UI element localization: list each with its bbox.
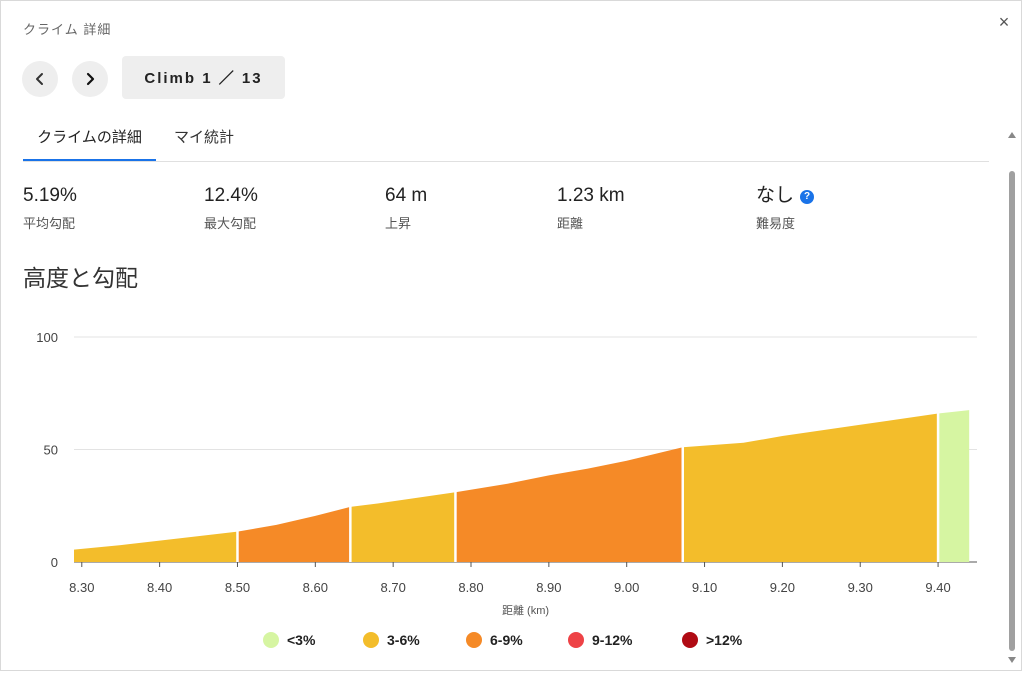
- chevron-left-icon: [36, 73, 43, 85]
- close-button[interactable]: ×: [998, 12, 1010, 32]
- stat-label: 上昇: [385, 216, 412, 231]
- dialog-title: クライム 詳細: [23, 22, 112, 37]
- grade-segment: [938, 410, 970, 562]
- legend-swatch: [568, 632, 584, 648]
- legend-label: >12%: [706, 632, 743, 648]
- stat-max-grade: 12.4% 最大勾配: [204, 185, 258, 232]
- legend-item: <3%: [263, 632, 315, 648]
- x-tick-label: 9.10: [692, 580, 717, 595]
- section-title: 高度と勾配: [23, 265, 138, 291]
- legend-swatch: [682, 632, 698, 648]
- stat-value: 12.4%: [204, 185, 258, 206]
- previous-climb-button[interactable]: [22, 61, 58, 97]
- x-tick-label: 8.30: [69, 580, 94, 595]
- legend-item: 6-9%: [466, 632, 523, 648]
- tab-my-stats[interactable]: マイ統計: [173, 129, 234, 146]
- y-tick-label: 50: [44, 443, 58, 458]
- stat-label: 最大勾配: [204, 216, 257, 231]
- scroll-up-arrow-icon[interactable]: [1008, 132, 1016, 138]
- tab-bar: クライムの詳細 マイ統計: [23, 119, 989, 162]
- chevron-right-icon: [86, 72, 95, 86]
- vertical-scrollbar[interactable]: [1006, 127, 1018, 667]
- legend-item: >12%: [682, 632, 742, 648]
- stat-label: 平均勾配: [23, 216, 76, 231]
- elevation-grade-chart: 0 50 100 8.30 8.40 8.50 8.60 8.70 8.80 8.90 9.00 9.…: [36, 330, 977, 617]
- stat-value: なし: [756, 185, 795, 206]
- legend-label: 9-12%: [592, 632, 633, 648]
- legend-label: 3-6%: [387, 632, 420, 648]
- legend-item: 3-6%: [363, 632, 420, 648]
- y-tick-label: 100: [36, 330, 58, 345]
- help-icon[interactable]: ?: [800, 190, 815, 204]
- legend-swatch: [466, 632, 482, 648]
- legend-swatch: [263, 632, 279, 648]
- x-tick-label: 9.20: [770, 580, 795, 595]
- grade-segment: [350, 492, 456, 562]
- grade-segment: [682, 413, 939, 562]
- legend-item: 9-12%: [568, 632, 632, 648]
- tab-climb-details[interactable]: クライムの詳細: [23, 119, 156, 161]
- grade-segment: [455, 447, 683, 562]
- stat-value: 1.23 km: [557, 185, 625, 206]
- x-tick-label: 8.60: [303, 580, 328, 595]
- legend-label: 6-9%: [490, 632, 523, 648]
- stat-difficulty: なし? 難易度: [756, 185, 815, 232]
- x-tick-label: 9.30: [848, 580, 873, 595]
- next-climb-button[interactable]: [72, 61, 108, 97]
- grade-segment: [237, 506, 351, 562]
- x-tick-label: 9.00: [614, 580, 639, 595]
- x-tick-label: 8.80: [458, 580, 483, 595]
- grade-segment: [74, 531, 238, 562]
- x-axis-label: 距離 (km): [502, 603, 549, 617]
- x-tick-label: 8.90: [536, 580, 561, 595]
- stat-average-grade: 5.19% 平均勾配: [23, 185, 77, 232]
- stat-distance: 1.23 km 距離: [557, 185, 625, 232]
- scroll-down-arrow-icon[interactable]: [1008, 657, 1016, 663]
- y-tick-label: 0: [51, 555, 58, 570]
- climb-counter: Climb 1 ／ 13: [122, 56, 285, 99]
- legend-swatch: [363, 632, 379, 648]
- x-tick-label: 8.40: [147, 580, 172, 595]
- stat-value: 64 m: [385, 185, 428, 206]
- stat-label: 難易度: [756, 216, 796, 231]
- stat-value: 5.19%: [23, 185, 77, 206]
- x-tick-label: 8.50: [225, 580, 250, 595]
- stat-label: 距離: [557, 216, 584, 231]
- legend-label: <3%: [287, 632, 316, 648]
- x-tick-label: 8.70: [381, 580, 406, 595]
- x-tick-label: 9.40: [925, 580, 950, 595]
- scroll-thumb[interactable]: [1009, 171, 1015, 651]
- stat-elevation-gain: 64 m 上昇: [385, 185, 427, 232]
